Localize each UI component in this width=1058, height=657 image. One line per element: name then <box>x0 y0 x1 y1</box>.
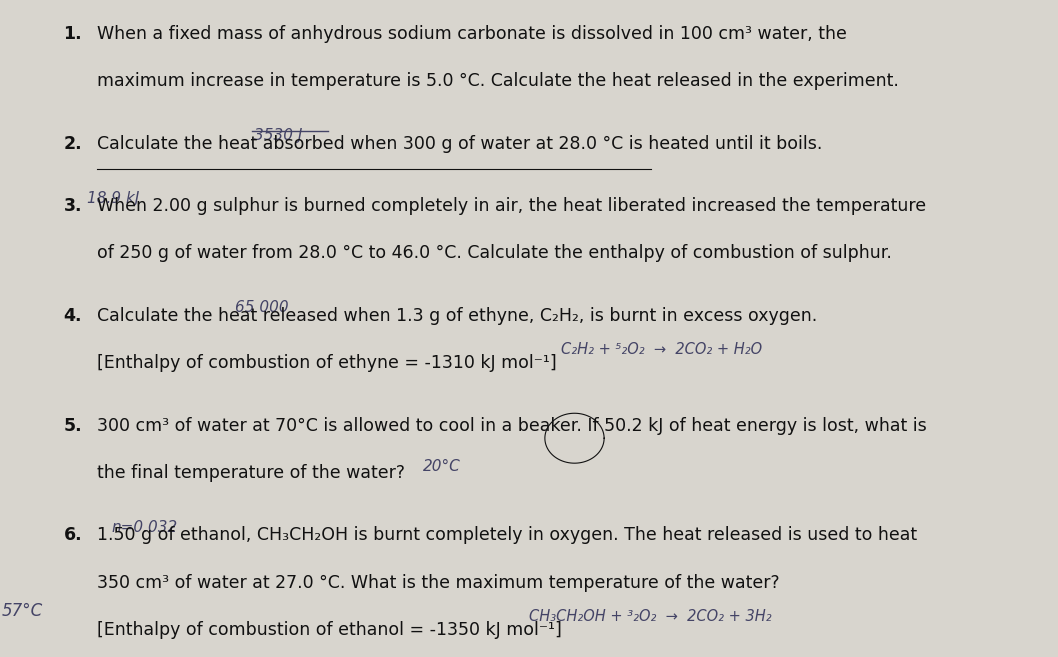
Text: 6.: 6. <box>63 526 83 544</box>
Text: 1.50 g of ethanol, CH₃CH₂OH is burnt completely in oxygen. The heat released is : 1.50 g of ethanol, CH₃CH₂OH is burnt com… <box>97 526 917 544</box>
Text: 3.: 3. <box>63 197 81 215</box>
Text: Calculate the heat released when 1.3 g of ethyne, C₂H₂, is burnt in excess oxyge: Calculate the heat released when 1.3 g o… <box>97 307 818 325</box>
Text: CH₃CH₂OH + ³₂O₂  →  2CO₂ + 3H₂: CH₃CH₂OH + ³₂O₂ → 2CO₂ + 3H₂ <box>529 609 771 624</box>
Text: Calculate the heat absorbed when 300 g of water at 28.0 °C is heated until it bo: Calculate the heat absorbed when 300 g o… <box>97 135 823 152</box>
Text: 2.: 2. <box>63 135 83 152</box>
Text: 1.: 1. <box>63 25 83 43</box>
Text: maximum increase in temperature is 5.0 °C. Calculate the heat released in the ex: maximum increase in temperature is 5.0 °… <box>97 72 899 90</box>
Text: 65 000: 65 000 <box>235 300 289 315</box>
Text: When 2.00 g sulphur is burned completely in air, the heat liberated increased th: When 2.00 g sulphur is burned completely… <box>97 197 927 215</box>
Text: When a fixed mass of anhydrous sodium carbonate is dissolved in 100 cm³ water, t: When a fixed mass of anhydrous sodium ca… <box>97 25 847 43</box>
Text: 300 cm³ of water at 70°C is allowed to cool in a beaker. If 50.2 kJ of heat ener: 300 cm³ of water at 70°C is allowed to c… <box>97 417 927 434</box>
Text: 350 cm³ of water at 27.0 °C. What is the maximum temperature of the water?: 350 cm³ of water at 27.0 °C. What is the… <box>97 574 780 591</box>
Text: 5.: 5. <box>63 417 83 434</box>
Text: the final temperature of the water?: the final temperature of the water? <box>97 464 405 482</box>
Text: 18.9 kJ: 18.9 kJ <box>87 191 140 206</box>
Text: of 250 g of water from 28.0 °C to 46.0 °C. Calculate the enthalpy of combustion : of 250 g of water from 28.0 °C to 46.0 °… <box>97 244 892 262</box>
Text: C₂H₂ + ⁵₂O₂  →  2CO₂ + H₂O: C₂H₂ + ⁵₂O₂ → 2CO₂ + H₂O <box>561 342 762 357</box>
Text: 57°C: 57°C <box>2 602 43 620</box>
Text: 3530 J: 3530 J <box>254 128 303 143</box>
Text: [Enthalpy of combustion of ethanol = -1350 kJ mol⁻¹]: [Enthalpy of combustion of ethanol = -13… <box>97 621 562 639</box>
Text: 20°C: 20°C <box>423 459 461 474</box>
Text: [Enthalpy of combustion of ethyne = -1310 kJ mol⁻¹]: [Enthalpy of combustion of ethyne = -131… <box>97 354 558 372</box>
Text: 4.: 4. <box>63 307 81 325</box>
Text: n=0.032: n=0.032 <box>111 520 178 535</box>
